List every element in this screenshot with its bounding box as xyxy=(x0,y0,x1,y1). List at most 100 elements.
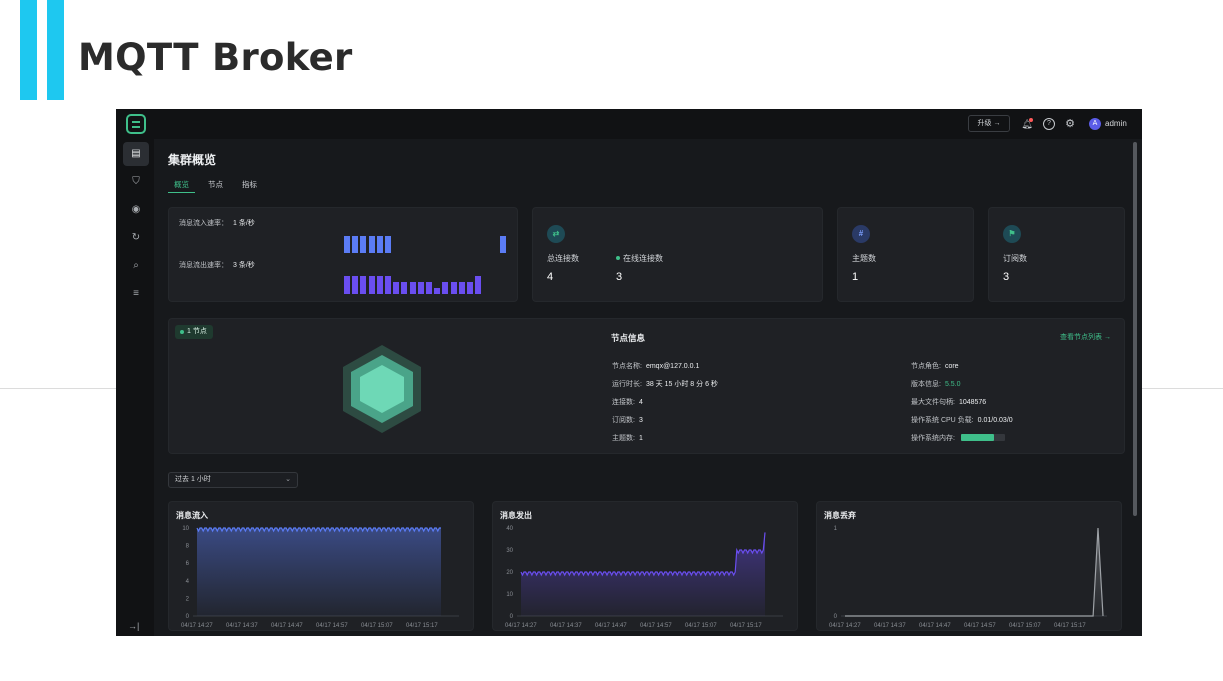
node-topics-row: 主题数: 1 xyxy=(612,433,643,443)
inbound-rate-sparkline xyxy=(344,233,507,253)
series-area xyxy=(845,528,1103,616)
slide-accent-bar xyxy=(20,0,37,100)
rule-icon[interactable]: ↻ xyxy=(131,232,141,243)
node-subscriptions-label: 订阅数: xyxy=(612,417,635,424)
node-role-label: 节点角色: xyxy=(911,363,941,370)
rate-bar xyxy=(376,236,383,253)
dashboard-icon[interactable]: ▤ xyxy=(123,142,149,166)
avatar[interactable]: A xyxy=(1089,118,1101,130)
chart-plot: 0 10 20 30 40 04/17 14:27 04/17 14:37 04/17 14:… xyxy=(505,526,783,629)
y-tick-label: 40 xyxy=(506,526,513,532)
x-tick-label: 04/17 15:17 xyxy=(730,623,762,629)
rate-bar xyxy=(426,281,432,294)
rate-bar xyxy=(352,236,359,253)
chart-plot: 0 2 4 6 8 10 04/17 14:27 04/17 14:37 04/17 14:47… xyxy=(181,526,459,629)
subscriptions-card: ⚑ 订阅数 3 xyxy=(988,207,1125,302)
message-rate-card: 消息流入速率： 1 条/秒 消息流出速率： 3 条/秒 xyxy=(168,207,518,302)
x-tick-label: 04/17 14:37 xyxy=(226,623,258,629)
bell-icon[interactable]: 🔔︎ xyxy=(1021,118,1033,129)
node-name-label: 节点名称: xyxy=(612,363,642,370)
rate-bar xyxy=(467,281,473,294)
time-range-value: 过去 1 小时 xyxy=(175,476,211,483)
node-subscriptions-row: 订阅数: 3 xyxy=(612,415,643,425)
node-role-value: core xyxy=(944,363,959,370)
x-tick-label: 04/17 15:07 xyxy=(1009,623,1041,629)
outbound-rate-sparkline xyxy=(344,274,507,294)
series-line xyxy=(520,532,766,577)
x-tick-label: 04/17 14:57 xyxy=(316,623,348,629)
plugin-icon[interactable]: ◉ xyxy=(131,204,141,215)
slide-divider xyxy=(0,388,116,389)
x-tick-label: 04/17 14:37 xyxy=(550,623,582,629)
outbound-rate-label: 消息流出速率： xyxy=(179,262,228,269)
incoming-messages-chart: 消息流入 0 2 4 6 8 10 04/17 14:27 04/17 14:37 04/17 … xyxy=(168,501,474,631)
tab-overview[interactable]: 概览 xyxy=(174,180,189,189)
topics-card: # 主题数 1 xyxy=(837,207,974,302)
notification-dot xyxy=(1029,118,1033,122)
version-value: 5.5.0 xyxy=(944,381,961,388)
rate-bar xyxy=(442,281,449,294)
data-icon[interactable]: ≡ xyxy=(133,288,139,299)
chart-title: 消息发出 xyxy=(500,511,532,520)
series-line xyxy=(845,527,1104,617)
gear-icon[interactable]: ⚙ xyxy=(1065,118,1075,130)
rate-bar xyxy=(376,276,383,294)
rate-bar xyxy=(368,276,375,294)
top-bar: 升级 → 🔔︎ ? ⚙ A admin xyxy=(116,109,1142,139)
upgrade-button[interactable]: 升级 → xyxy=(968,115,1010,132)
x-tick-label: 04/17 14:57 xyxy=(640,623,672,629)
rate-bar xyxy=(401,281,408,294)
view-node-list-link[interactable]: 查看节点列表 → xyxy=(1060,334,1111,341)
dashboard-screenshot: 升级 → 🔔︎ ? ⚙ A admin ▤ ⛉ ◉ ↻ ⌕ ≡ →| 集群概览 … xyxy=(116,109,1142,636)
chart-title: 消息丢弃 xyxy=(824,511,856,520)
node-name-value: emqx@127.0.0.1 xyxy=(645,363,700,370)
memory-usage-bar xyxy=(961,434,1005,441)
memory-row: 操作系统内存: xyxy=(911,433,955,443)
node-hexagon-icon[interactable] xyxy=(337,339,427,437)
tab-nodes[interactable]: 节点 xyxy=(208,180,223,189)
user-name[interactable]: admin xyxy=(1105,119,1127,128)
node-topics-label: 主题数: xyxy=(612,435,635,442)
version-label: 版本信息: xyxy=(911,381,941,388)
rate-bar xyxy=(499,236,506,253)
topic-hash-icon: # xyxy=(852,225,870,243)
node-connections-label: 连接数: xyxy=(612,399,635,406)
y-tick-label: 0 xyxy=(510,614,514,620)
shield-icon[interactable]: ⛉ xyxy=(132,176,140,187)
memory-label: 操作系统内存: xyxy=(911,435,955,442)
tab-metrics[interactable]: 指标 xyxy=(242,180,257,189)
rate-bar xyxy=(352,276,359,294)
collapse-icon[interactable]: →| xyxy=(128,621,140,631)
outbound-rate-value: 3 条/秒 xyxy=(233,262,255,269)
help-icon[interactable]: ? xyxy=(1043,118,1055,130)
logo-icon[interactable] xyxy=(126,114,146,134)
time-range-select[interactable]: 过去 1 小时 ⌄ xyxy=(168,472,298,488)
tab-active-indicator xyxy=(168,192,195,193)
rate-bar xyxy=(417,281,424,294)
node-info-card: 1 节点 节点信息 查看节点列表 → 节点名称: emqx@127.0.0.1 运… xyxy=(168,318,1125,454)
max-fd-row: 最大文件句柄: 1048576 xyxy=(911,397,986,407)
diagnose-icon[interactable]: ⌕ xyxy=(133,260,139,271)
slide-title: MQTT Broker xyxy=(78,36,353,79)
node-count-badge: 1 节点 xyxy=(175,325,213,339)
page-scrollbar[interactable] xyxy=(1133,142,1137,516)
online-connections-label: 在线连接数 xyxy=(623,254,663,263)
y-tick-label: 4 xyxy=(186,579,190,585)
series-area xyxy=(197,528,441,616)
rate-bar xyxy=(434,288,441,294)
rate-bar xyxy=(360,236,367,253)
x-tick-label: 04/17 15:17 xyxy=(1054,623,1086,629)
topics-label: 主题数 xyxy=(852,254,876,263)
y-tick-label: 2 xyxy=(186,596,190,602)
x-tick-label: 04/17 15:17 xyxy=(406,623,438,629)
online-connections-value: 3 xyxy=(616,271,623,283)
subscriptions-value: 3 xyxy=(1003,271,1010,283)
x-tick-label: 04/17 14:57 xyxy=(964,623,996,629)
x-tick-label: 04/17 14:37 xyxy=(874,623,906,629)
chevron-down-icon: ⌄ xyxy=(285,476,291,483)
y-tick-label: 10 xyxy=(182,526,189,532)
dropped-messages-chart: 消息丢弃 0 1 04/17 14:27 04/17 14:37 04/17 14:47… xyxy=(816,501,1122,631)
total-connections-label: 总连接数 xyxy=(547,254,579,263)
rate-bar xyxy=(385,236,391,253)
node-connections-value: 4 xyxy=(638,399,643,406)
